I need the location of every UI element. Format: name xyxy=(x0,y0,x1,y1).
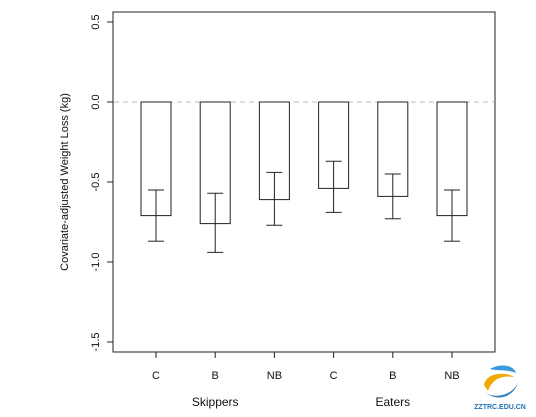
y-axis-title: Covariate-adjusted Weight Loss (kg) xyxy=(59,93,71,271)
y-tick-label: -0.5 xyxy=(90,173,102,192)
y-tick-label: 0.5 xyxy=(90,14,102,29)
zztrc-logo-icon xyxy=(484,365,518,398)
group-label: Skippers xyxy=(192,395,239,409)
x-tick-label: C xyxy=(152,370,160,382)
y-tick-label: 0.0 xyxy=(90,94,102,109)
watermark: ZZTRC.EDU.CN xyxy=(474,365,526,411)
x-tick-label: B xyxy=(389,370,396,382)
error-bars-layer xyxy=(148,160,460,253)
y-tick-label: -1.5 xyxy=(90,333,102,352)
bars-layer xyxy=(140,101,468,225)
x-tick-label: NB xyxy=(267,370,282,382)
y-axis: -1.5 -1.0 -0.5 0.0 0.5 xyxy=(90,14,113,351)
y-tick-label: -1.0 xyxy=(90,253,102,272)
x-axis: C B NB C B NB Skippers Eaters xyxy=(152,352,460,409)
x-tick-label: B xyxy=(212,370,219,382)
x-tick-label: NB xyxy=(444,370,459,382)
group-label: Eaters xyxy=(375,395,410,409)
x-tick-label: C xyxy=(330,370,338,382)
watermark-text: ZZTRC.EDU.CN xyxy=(474,404,526,411)
